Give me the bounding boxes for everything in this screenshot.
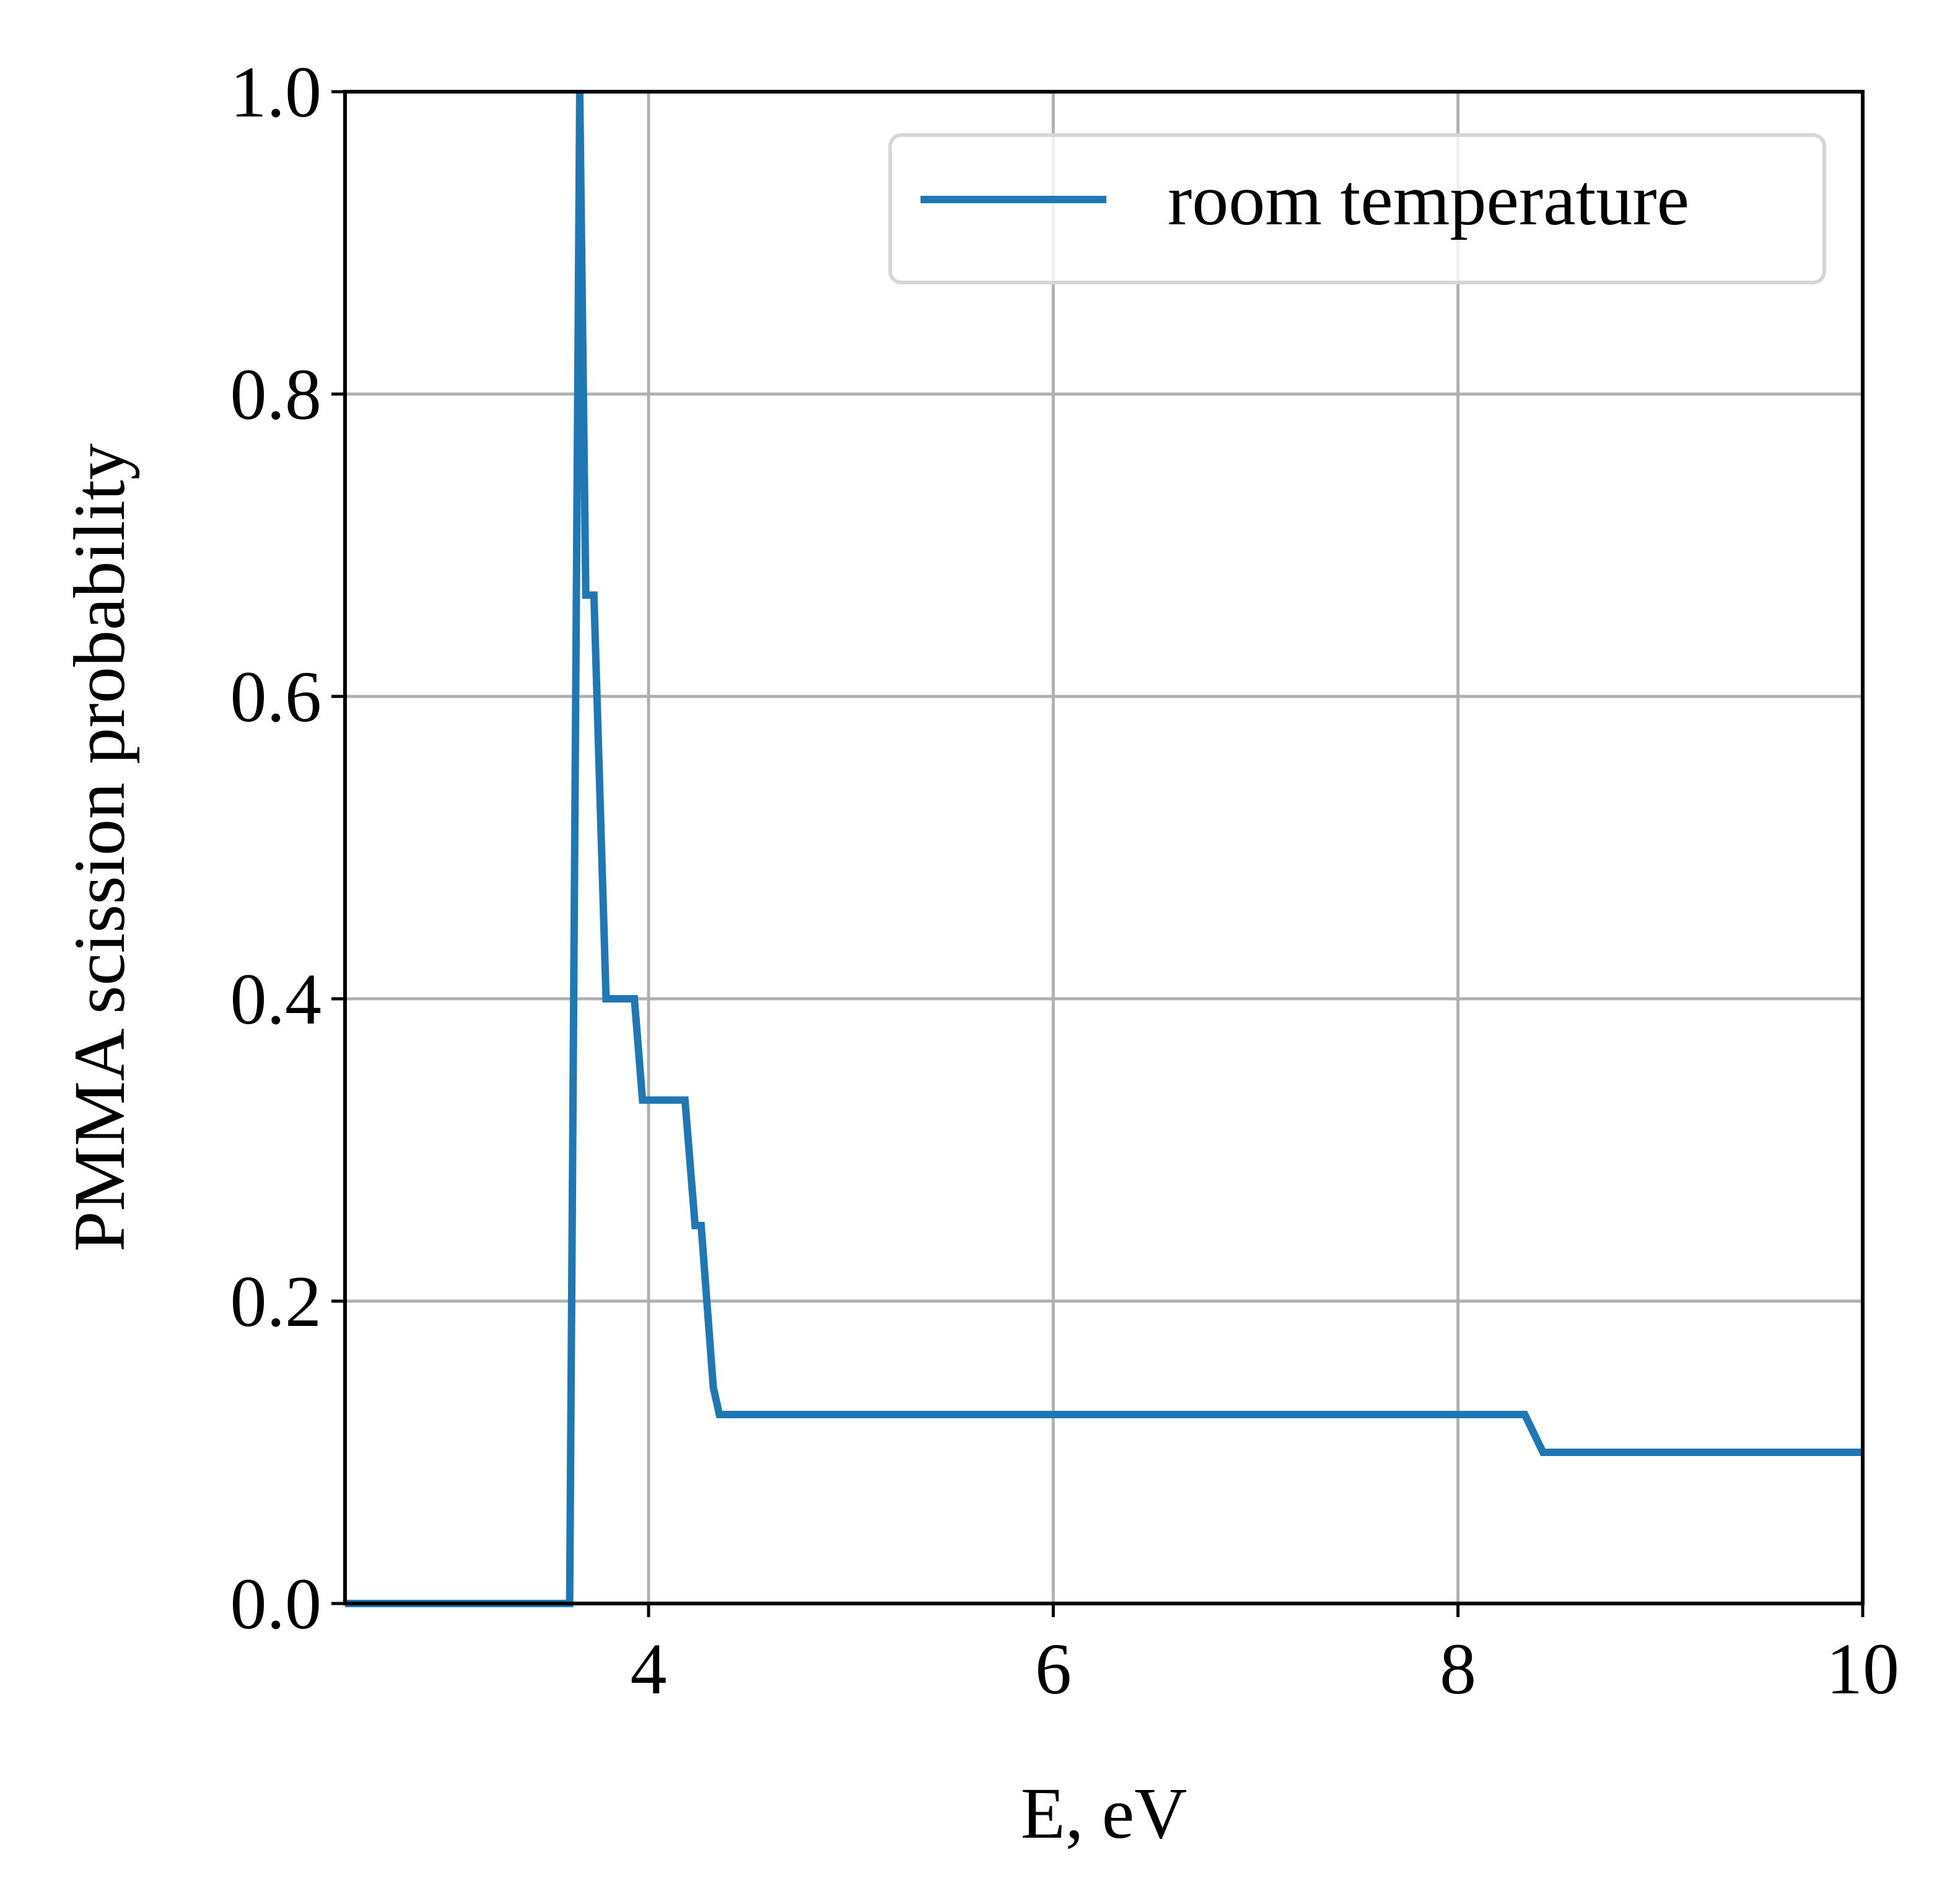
- series-line-room-temperature: [345, 91, 1863, 1607]
- axis-ticks: 4 6 8 10 0.0 0.2 0.4 0.6 0.8 1.0: [230, 51, 1900, 1709]
- x-axis-label: E, eV: [1021, 1773, 1187, 1854]
- y-tick-label: 0.4: [230, 959, 322, 1040]
- legend-label: room temperature: [1168, 159, 1689, 240]
- y-tick-label: 0.2: [230, 1261, 322, 1342]
- plot-frame: [343, 90, 1865, 1605]
- legend-box: [888, 133, 1826, 284]
- y-tick-label: 0.8: [230, 354, 322, 435]
- x-tick-label: 10: [1826, 1628, 1899, 1709]
- y-tick-label: 1.0: [230, 51, 322, 133]
- legend: room temperature: [888, 133, 1826, 284]
- y-tick-label: 0.0: [230, 1563, 322, 1644]
- y-tick-label: 0.6: [230, 656, 322, 737]
- x-tick-label: 8: [1440, 1628, 1476, 1709]
- grid: [345, 92, 1863, 1603]
- series-layer: [345, 91, 1863, 1607]
- y-axis-label: PMMA scission probability: [59, 444, 140, 1252]
- x-tick-label: 6: [1035, 1628, 1072, 1709]
- x-tick-label: 4: [631, 1628, 667, 1709]
